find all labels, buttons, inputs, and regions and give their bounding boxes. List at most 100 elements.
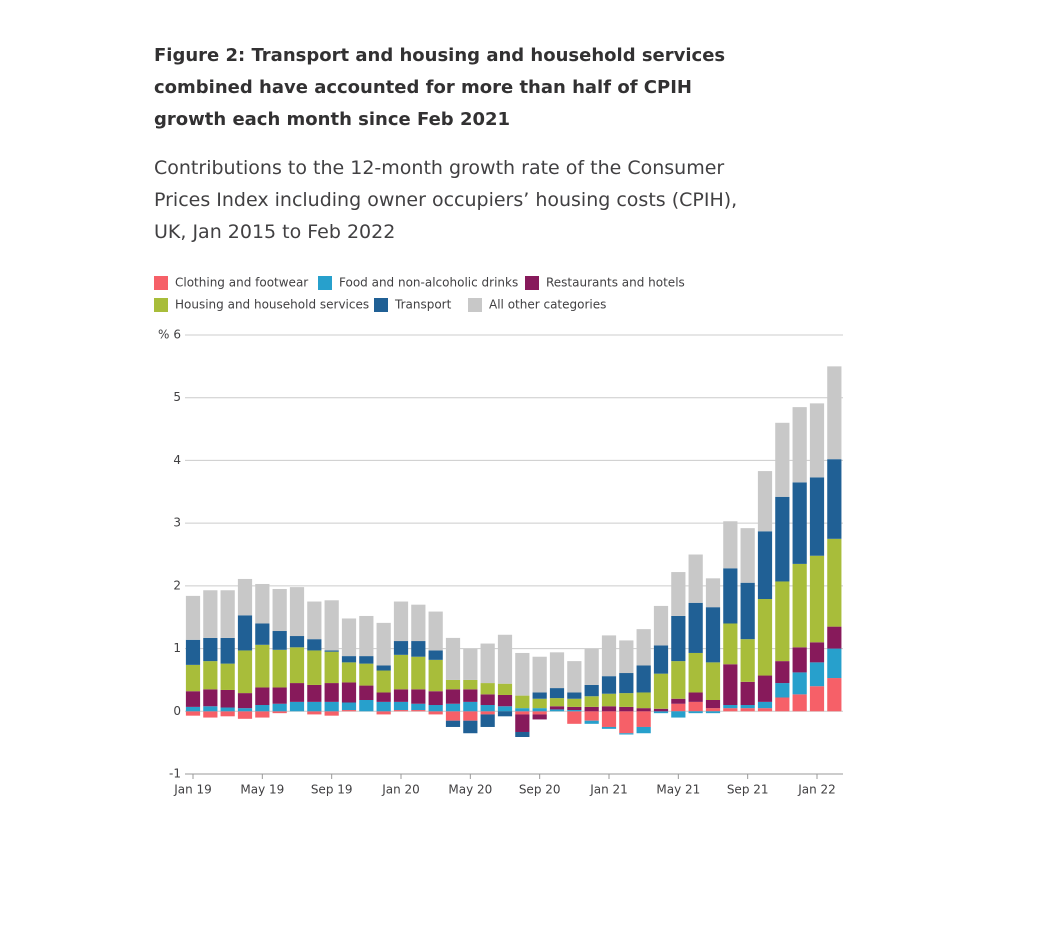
- chart-title: Figure 2: Transport and housing and hous…: [154, 45, 726, 130]
- bar-segment: [324, 651, 339, 684]
- legend-swatch: [525, 276, 539, 290]
- bar-segment: [827, 678, 842, 712]
- bar-segment: [584, 696, 599, 707]
- bar-segment: [237, 708, 253, 712]
- bar-segment: [636, 711, 651, 727]
- bar-segment: [619, 693, 634, 707]
- legend-label: Food and non-alcoholic drinks: [339, 276, 518, 290]
- bar-segment: [723, 705, 738, 709]
- bar-segment: [324, 701, 339, 712]
- bar-segment: [272, 703, 287, 712]
- bar-segment: [411, 641, 426, 657]
- bar-segment: [376, 670, 391, 693]
- legend-label: All other categories: [489, 298, 606, 312]
- bar-segment: [480, 683, 495, 695]
- bar-segment: [185, 711, 201, 716]
- bar-segment: [307, 701, 322, 712]
- bar-segment: [757, 708, 773, 712]
- bar-segment: [376, 622, 391, 666]
- bar-segment: [341, 618, 357, 657]
- bar-segment: [255, 644, 270, 688]
- bar-segment: [463, 720, 478, 734]
- bar-segment: [376, 665, 391, 671]
- bar-segment: [549, 698, 565, 707]
- bar-segment: [480, 711, 495, 715]
- bar-segment: [619, 711, 634, 734]
- legend-swatch: [468, 298, 482, 312]
- bar-segment: [792, 407, 807, 483]
- bar-segment: [757, 599, 773, 676]
- bar-segment: [272, 687, 287, 704]
- bar-segment: [324, 711, 339, 716]
- bar-segment: [809, 662, 825, 687]
- bar-segment: [792, 563, 807, 648]
- bar-segment: [307, 601, 322, 640]
- bar-segment: [497, 683, 513, 695]
- bar-segment: [185, 639, 201, 665]
- bar-segment: [428, 611, 443, 651]
- bar-segment: [775, 422, 790, 497]
- bar-segment: [480, 694, 495, 706]
- legend-label: Transport: [394, 298, 452, 312]
- bar-segment: [515, 695, 530, 709]
- bar-segment: [636, 629, 651, 666]
- x-tick-label: Jan 19: [173, 783, 212, 797]
- bar-segment: [671, 661, 686, 699]
- bar-segment: [757, 531, 773, 600]
- bar-segment: [445, 711, 461, 721]
- bar-segment: [567, 698, 582, 707]
- bar-segment: [411, 710, 426, 712]
- y-tick-label: -1: [169, 767, 181, 781]
- bar-segment: [359, 615, 374, 657]
- bar-segment: [601, 726, 617, 729]
- bar-segment: [740, 528, 755, 583]
- bar-segment: [532, 656, 547, 693]
- bar-segment: [809, 686, 825, 712]
- bar-segment: [255, 583, 270, 624]
- bar-segment: [827, 626, 842, 649]
- bar-segment: [445, 637, 461, 680]
- bar-segment: [723, 521, 738, 569]
- bar-segment: [775, 581, 790, 662]
- bar-segment: [203, 661, 218, 690]
- bar-segment: [185, 664, 201, 692]
- bar-segment: [792, 694, 807, 712]
- bar-segment: [255, 687, 270, 706]
- bar-segment: [775, 683, 790, 698]
- bar-segment: [255, 623, 270, 645]
- bar-segment: [428, 650, 443, 660]
- bar-segment: [792, 647, 807, 673]
- y-tick-label: 6: [173, 328, 181, 342]
- bar-segment: [740, 681, 755, 706]
- legend-label: Restaurants and hotels: [546, 276, 685, 290]
- bar-segment: [237, 578, 253, 616]
- bar-segment: [324, 600, 339, 651]
- bar-segment: [532, 708, 547, 712]
- bar-segment: [532, 714, 547, 720]
- bar-segment: [220, 689, 235, 708]
- bar-segment: [792, 482, 807, 564]
- bar-segment: [341, 702, 357, 711]
- bar-segment: [185, 595, 201, 640]
- bar-segment: [705, 711, 721, 714]
- bar-segment: [792, 672, 807, 695]
- bar-segment: [289, 647, 305, 684]
- bar-segment: [653, 605, 669, 646]
- x-tick-label: Jan 21: [589, 783, 628, 797]
- bar-segment: [601, 676, 617, 694]
- bar-segment: [341, 662, 357, 683]
- chart-subtitle: Contributions to the 12-month growth rat…: [154, 157, 738, 243]
- bar-segment: [497, 711, 513, 717]
- bar-segment: [705, 607, 721, 663]
- bar-segment: [757, 471, 773, 532]
- bar-segment: [775, 697, 790, 712]
- bar-segment: [220, 637, 235, 664]
- bar-segment: [220, 711, 235, 717]
- bar-segment: [411, 656, 426, 690]
- bar-segment: [497, 694, 513, 707]
- bar-segment: [671, 615, 686, 662]
- bar-segment: [567, 706, 582, 711]
- bar-segment: [220, 590, 235, 638]
- bar-segment: [619, 706, 634, 712]
